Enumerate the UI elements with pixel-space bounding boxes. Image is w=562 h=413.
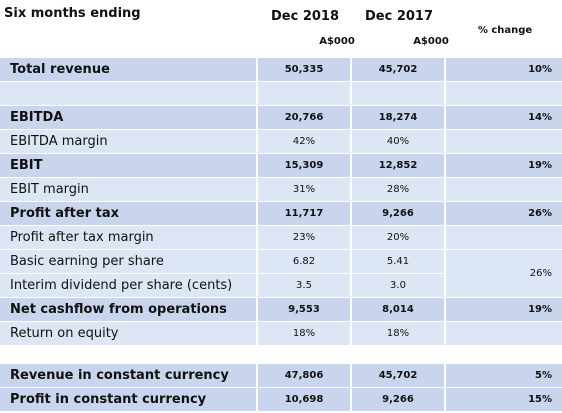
value-cell: 42% <box>258 130 350 153</box>
column-header: Dec 2017 <box>364 9 434 24</box>
unit-label: A$000 <box>319 36 355 47</box>
value-cell: 9,266 <box>352 388 444 411</box>
row-label: EBITDA <box>0 106 256 129</box>
change-cell <box>446 322 562 345</box>
value-cell: 50,335 <box>258 58 350 81</box>
change-cell <box>446 130 562 153</box>
column-header: Dec 2018 <box>270 9 340 24</box>
change-cell: 26% <box>446 202 562 225</box>
row-label: Revenue in constant currency <box>0 364 256 387</box>
blank-cell <box>446 82 562 105</box>
value-cell: 11,717 <box>258 202 350 225</box>
value-cell: 5.41 <box>352 250 444 273</box>
change-cell: 26% <box>446 250 562 297</box>
change-cell: 15% <box>446 388 562 411</box>
value-cell: 45,702 <box>352 58 444 81</box>
value-cell: 9,553 <box>258 298 350 321</box>
value-cell: 18% <box>258 322 350 345</box>
value-cell: 28% <box>352 178 444 201</box>
row-label: EBIT margin <box>0 178 256 201</box>
value-cell: 3.0 <box>352 274 444 297</box>
value-cell: 12,852 <box>352 154 444 177</box>
value-cell: 18,274 <box>352 106 444 129</box>
value-cell: 40% <box>352 130 444 153</box>
blank-cell <box>0 82 256 105</box>
value-cell: 9,266 <box>352 202 444 225</box>
value-cell: 3.5 <box>258 274 350 297</box>
value-cell: 47,806 <box>258 364 350 387</box>
unit-label: A$000 <box>413 36 449 47</box>
value-cell: 20% <box>352 226 444 249</box>
change-cell: 19% <box>446 154 562 177</box>
blank-cell <box>352 82 444 105</box>
change-cell: 14% <box>446 106 562 129</box>
change-cell: 19% <box>446 298 562 321</box>
value-cell: 15,309 <box>258 154 350 177</box>
row-label: EBITDA margin <box>0 130 256 153</box>
change-cell <box>446 226 562 249</box>
row-label: Return on equity <box>0 322 256 345</box>
change-cell: 10% <box>446 58 562 81</box>
value-cell: 45,702 <box>352 364 444 387</box>
value-cell: 10,698 <box>258 388 350 411</box>
row-label: EBIT <box>0 154 256 177</box>
value-cell: 20,766 <box>258 106 350 129</box>
row-label: Interim dividend per share (cents) <box>0 274 256 297</box>
value-cell: 31% <box>258 178 350 201</box>
change-cell <box>446 178 562 201</box>
blank-cell <box>258 82 350 105</box>
value-cell: 18% <box>352 322 444 345</box>
row-label: Basic earning per share <box>0 250 256 273</box>
value-cell: 8,014 <box>352 298 444 321</box>
value-cell: 6.82 <box>258 250 350 273</box>
row-label: Profit after tax <box>0 202 256 225</box>
row-label: Net cashflow from operations <box>0 298 256 321</box>
value-cell: 23% <box>258 226 350 249</box>
change-cell: 5% <box>446 364 562 387</box>
row-label: Profit after tax margin <box>0 226 256 249</box>
table-title: Six months ending <box>4 6 141 21</box>
row-label: Profit in constant currency <box>0 388 256 411</box>
row-label: Total revenue <box>0 58 256 81</box>
column-header: % change <box>477 25 533 36</box>
